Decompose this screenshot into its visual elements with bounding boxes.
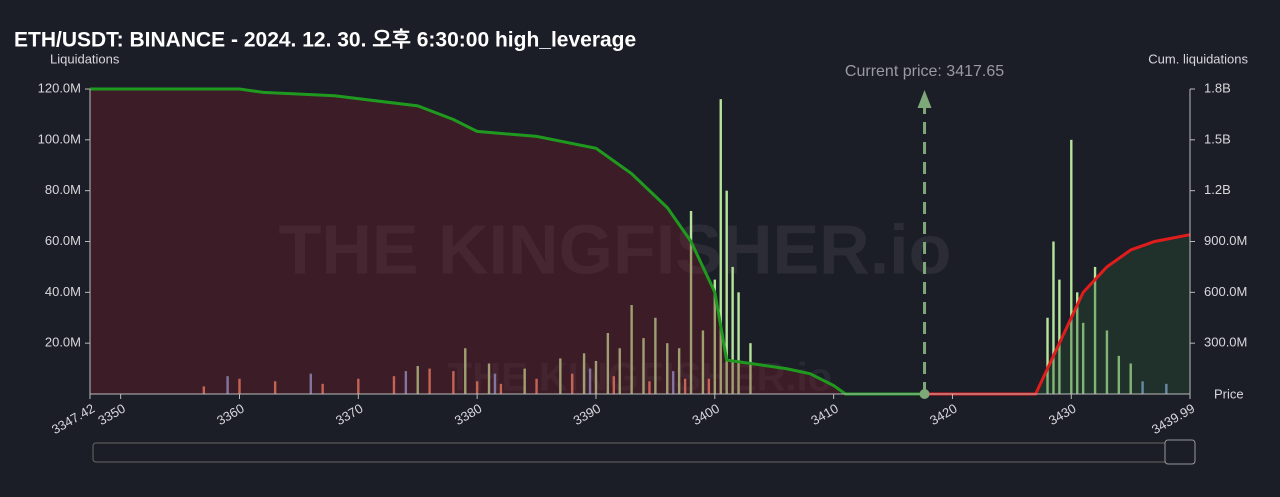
y-tick-label: 120.0M <box>38 80 81 95</box>
bar <box>392 376 396 394</box>
y-tick-label: 40.0M <box>45 284 81 299</box>
watermark: THE KINGFISHER.io <box>279 210 952 288</box>
bar <box>707 378 711 394</box>
bar <box>226 376 229 394</box>
y2-tick-label: 300.0M <box>1204 335 1247 350</box>
y-tick-label: 60.0M <box>45 233 81 248</box>
y2-tick-label: 1.2B <box>1204 182 1231 197</box>
bar <box>487 363 491 394</box>
bar <box>648 381 651 394</box>
y2-tick-label: 1.5B <box>1204 131 1231 146</box>
bar <box>1105 330 1109 394</box>
bar <box>1165 383 1168 394</box>
scroll-handle[interactable] <box>1164 439 1196 465</box>
bar <box>725 190 728 394</box>
bar <box>1058 279 1061 394</box>
x-axis-label: Price <box>1214 386 1244 401</box>
bar <box>1129 363 1132 394</box>
x-tick-label: 3370 <box>333 401 366 428</box>
bar <box>523 368 526 394</box>
bar <box>1070 139 1073 394</box>
x-tick-label: 3360 <box>214 401 247 428</box>
bar <box>677 348 681 394</box>
bar <box>238 378 241 394</box>
cum-line <box>90 87 925 396</box>
y2-tick-label: 900.0M <box>1204 233 1247 248</box>
bar <box>689 211 693 394</box>
bar <box>1117 355 1121 394</box>
bar <box>404 371 408 394</box>
bar <box>1076 292 1079 394</box>
current-price-label: Current price: 3417.65 <box>845 63 1004 80</box>
bar <box>672 371 675 394</box>
bar <box>588 368 592 394</box>
bar <box>582 353 586 394</box>
x-tick-label: 3420 <box>927 401 960 428</box>
bar <box>571 373 574 394</box>
y-tick-label: 100.0M <box>38 131 81 146</box>
y-tick-label: 20.0M <box>45 335 81 350</box>
bar <box>731 266 734 394</box>
bar <box>1093 266 1097 394</box>
bar <box>499 383 503 394</box>
current-price-arrow <box>917 90 932 108</box>
bar <box>737 292 740 394</box>
cum-area <box>924 234 1190 394</box>
plot <box>90 87 1191 396</box>
bar <box>606 333 610 394</box>
bar <box>1046 317 1049 394</box>
y-tick-label: 80.0M <box>45 182 81 197</box>
bar <box>666 343 669 394</box>
bar <box>1052 241 1055 394</box>
bar <box>612 376 615 394</box>
y2-tick-label: 600.0M <box>1204 284 1247 299</box>
cum-line <box>924 233 1191 396</box>
x-tick-label: 3380 <box>452 401 485 428</box>
scrollbar[interactable] <box>92 442 1194 463</box>
bar <box>202 386 206 394</box>
bar <box>1081 322 1085 394</box>
bar <box>475 381 479 394</box>
bar <box>749 343 752 394</box>
current-price-dot <box>919 389 930 399</box>
watermark: THE KINGFISHER.io <box>448 356 832 400</box>
bar <box>713 279 717 394</box>
bar <box>493 373 497 394</box>
bar <box>309 373 312 394</box>
bar <box>683 378 687 394</box>
bar <box>654 317 657 394</box>
y-axis-label: Liquidations <box>50 51 120 66</box>
bar <box>273 381 277 394</box>
x-tick-label: 3350 <box>95 401 128 428</box>
x-tick-label: 3439.99 <box>1149 401 1197 437</box>
bar <box>321 383 324 394</box>
bar <box>428 368 431 394</box>
y2-axis-label: Cum. liquidations <box>1148 51 1248 66</box>
bar <box>618 348 621 394</box>
cum-area <box>90 89 925 394</box>
bar <box>357 378 360 394</box>
bar <box>719 99 722 395</box>
bar <box>452 371 455 394</box>
chart-title: ETH/USDT: BINANCE - 2024. 12. 30. 오후 6:3… <box>14 28 636 52</box>
x-tick-label: 3390 <box>571 401 604 428</box>
bar <box>559 358 562 394</box>
bar <box>1141 381 1144 394</box>
bar <box>701 330 705 394</box>
bar <box>594 360 598 394</box>
x-tick-label: 3347.42 <box>49 401 97 437</box>
x-tick-label: 3430 <box>1046 401 1079 428</box>
bar <box>535 378 538 394</box>
bar <box>464 348 467 394</box>
y2-tick-label: 1.8B <box>1204 80 1231 95</box>
x-tick-label: 3410 <box>808 401 841 428</box>
x-tick-label: 3400 <box>689 401 722 428</box>
bar <box>630 305 633 394</box>
bar <box>416 366 419 394</box>
bar <box>642 338 645 394</box>
